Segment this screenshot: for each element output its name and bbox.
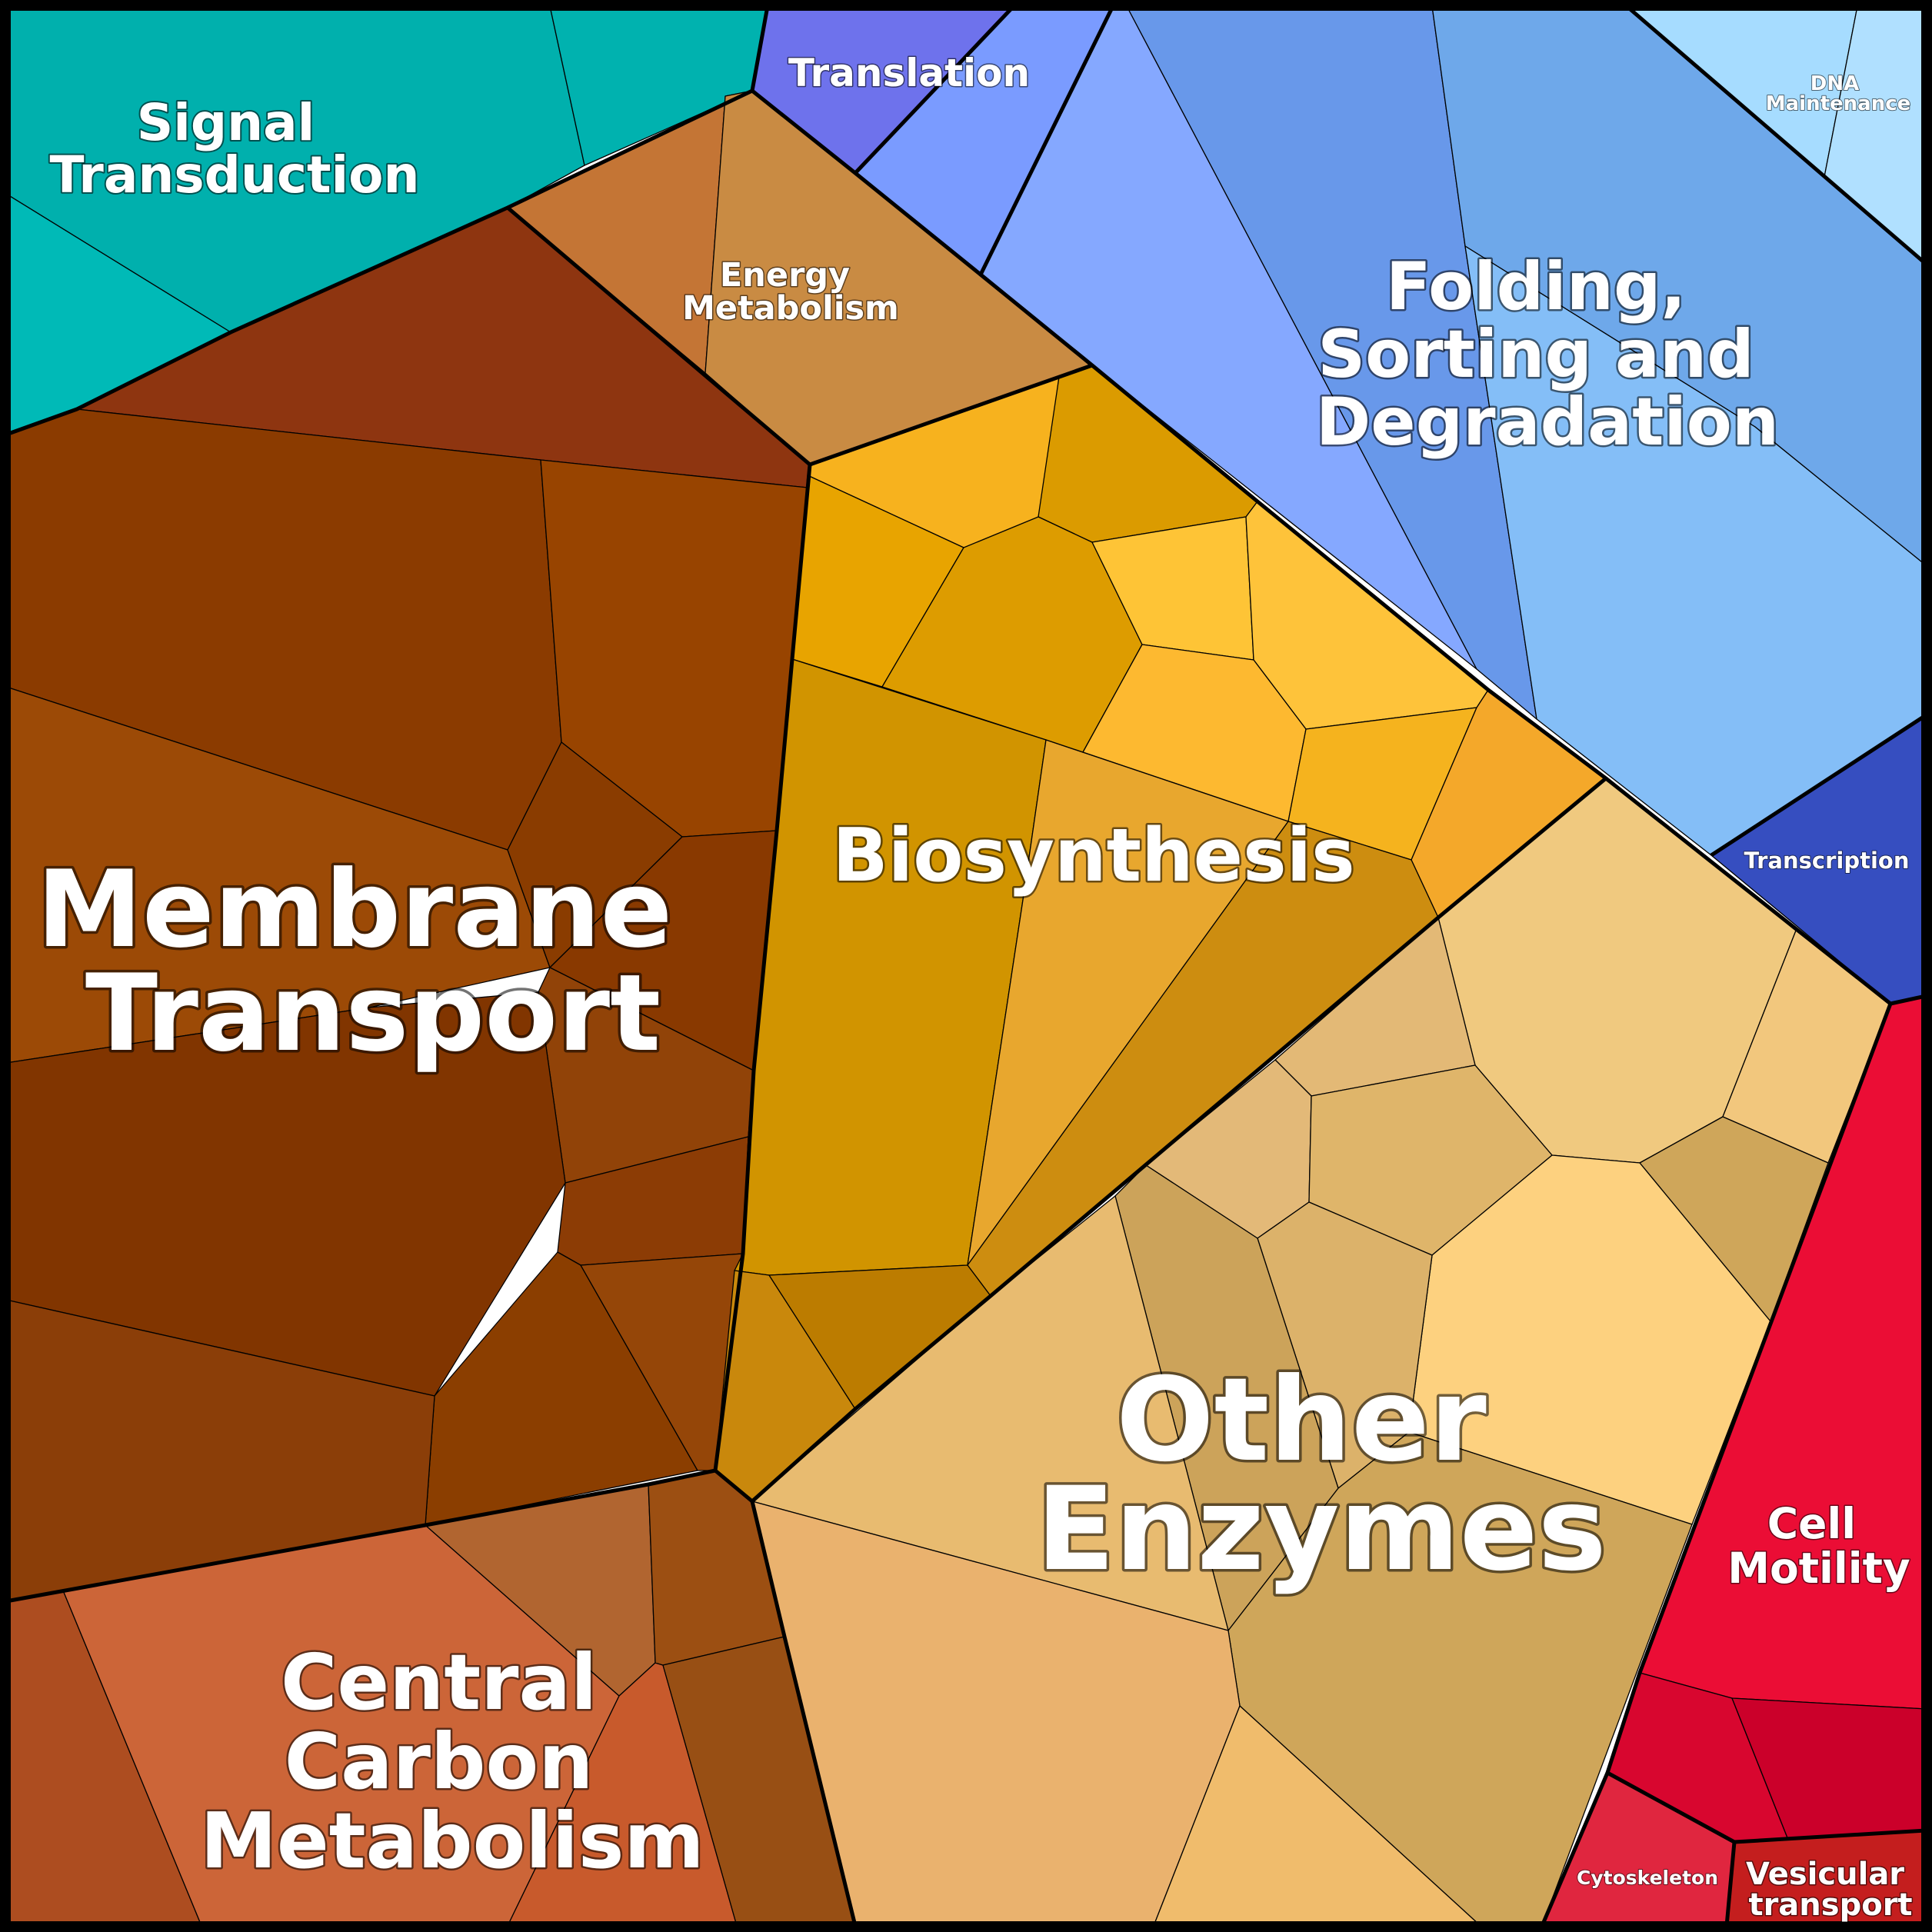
label-cytoskeleton: Cytoskeleton <box>1577 1867 1718 1889</box>
border <box>751 89 1927 1006</box>
border <box>5 5 770 437</box>
border <box>750 1501 858 1927</box>
border <box>978 5 1115 276</box>
label-folding-sorting-degradation: Folding, Sorting and Degradation <box>1316 248 1779 461</box>
label-central-carbon-metabolism: Central Carbon Metabolism <box>200 1637 704 1886</box>
border <box>1540 1003 1893 1927</box>
region-biosynthesis <box>715 365 1607 1502</box>
border <box>1625 5 1927 265</box>
label-translation: Translation <box>788 51 1030 95</box>
border <box>854 5 1015 175</box>
border <box>5 1468 716 1604</box>
label-dna-maintenance: DNA Maintenance <box>1766 72 1911 115</box>
label-other-enzymes: Other Enzymes <box>1036 1354 1607 1597</box>
cell <box>425 1251 698 1526</box>
region-folding-sorting-degradation <box>980 5 1927 856</box>
region-cell-motility <box>1607 995 1927 1843</box>
label-biosynthesis: Biosynthesis <box>832 814 1354 898</box>
label-transcription: Transcription <box>1744 848 1910 874</box>
label-signal-transduction: Signal Transduction <box>50 93 420 205</box>
group-borders <box>5 5 1927 1927</box>
region-membrane-transport <box>5 207 811 1602</box>
region-central-carbon-metabolism <box>5 1470 856 1927</box>
labels: Signal Transduction Translation Energy M… <box>34 50 1915 1924</box>
region-dna-maintenance <box>1626 5 1927 265</box>
label-vesicular-transport: Vesicular transport <box>1746 1857 1915 1923</box>
border <box>1734 1828 1927 1844</box>
label-cell-motility: Cell Motility <box>1727 1499 1910 1593</box>
border <box>1710 713 1927 858</box>
label-energy-metabolism: Energy Metabolism <box>682 256 899 328</box>
label-membrane-transport: Membrane Transport <box>37 848 710 1075</box>
